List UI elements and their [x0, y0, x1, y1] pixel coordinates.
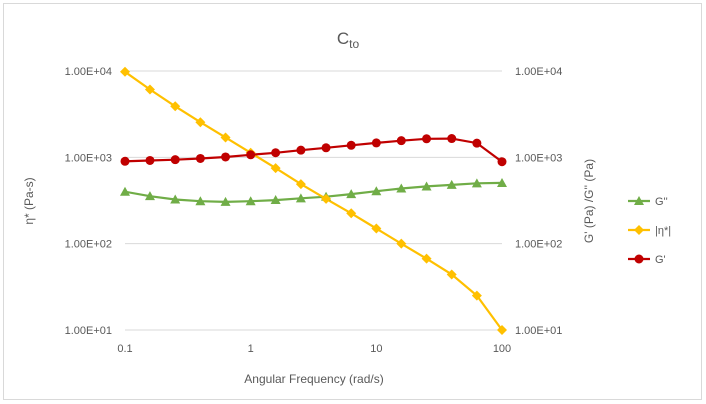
series-0-point-7 [295, 193, 306, 203]
series-line-1 [124, 70, 503, 331]
series-0-point-1 [144, 191, 155, 201]
series-1-point-12 [421, 253, 432, 264]
series-2-point-13 [447, 134, 457, 144]
series-2-point-9 [346, 140, 356, 150]
x-tick-label-1: 1 [248, 343, 254, 355]
legend-label-1: |η*| [655, 225, 671, 237]
series-0-point-11 [396, 183, 407, 193]
series-1-point-9 [346, 208, 357, 219]
y-tick-label-left-1: 1.00E+02 [65, 239, 112, 251]
series-1-point-4 [220, 132, 231, 143]
chart-frame [3, 3, 702, 400]
legend-marker-1 [634, 225, 644, 235]
tick-labels: 1.00E+01 1.00E+01 1.00E+02 1.00E+02 1.00E+03… [65, 66, 563, 355]
series-2-point-10 [371, 138, 381, 148]
series-0-point-6 [270, 195, 281, 205]
legend: G'' |η*| G' [628, 196, 671, 266]
series-0-point-4 [220, 196, 231, 206]
y-tick-label-right-1: 1.00E+02 [515, 239, 562, 251]
series-0-point-15 [497, 177, 507, 187]
y-tick-label-right-2: 1.00E+03 [515, 152, 562, 164]
y-axis-label-left: η* (Pa-s) [22, 177, 36, 224]
y-axis-label-right: G' (Pa) /G'' (Pa) [582, 159, 596, 243]
chart-title-main: C [337, 29, 349, 48]
x-tick-label-2: 10 [370, 343, 382, 355]
gridlines [125, 70, 502, 331]
series-2-point-12 [422, 134, 432, 144]
legend-label-0: G'' [655, 196, 668, 208]
series-1-point-14 [471, 290, 482, 301]
y-tick-label-left-2: 1.00E+03 [65, 152, 112, 164]
series-1-point-2 [170, 101, 181, 112]
chart-title-subscript: to [349, 37, 359, 51]
series-1-point-8 [321, 193, 332, 204]
series-2-point-7 [296, 145, 306, 155]
series-1-point-7 [295, 179, 306, 190]
series-2-point-4 [221, 152, 231, 162]
series-0-point-3 [195, 196, 206, 206]
series-1-point-10 [371, 223, 382, 234]
chart-title: Cto [337, 29, 360, 51]
series-0-point-10 [371, 186, 382, 196]
series-2-point-14 [472, 138, 482, 148]
series-2-point-0 [120, 156, 130, 166]
series-2-point-11 [396, 136, 406, 146]
series-1-point-6 [270, 163, 281, 174]
series-2-point-15 [497, 157, 507, 167]
series-line-2 [124, 137, 503, 163]
series-1-point-11 [396, 238, 407, 249]
series-2-point-3 [195, 153, 205, 163]
x-axis-label: Angular Frequency (rad/s) [244, 372, 383, 386]
x-tick-label-3: 100 [493, 343, 511, 355]
series-1-point-1 [144, 84, 155, 95]
series-0-point-12 [421, 181, 432, 191]
series-2-point-8 [321, 143, 331, 153]
series-markers [120, 66, 507, 335]
series-2-point-6 [271, 148, 281, 158]
x-tick-label-0: 0.1 [117, 343, 132, 355]
series-0-point-9 [346, 189, 357, 199]
legend-label-2: G' [655, 254, 666, 266]
legend-marker-2 [634, 254, 644, 264]
series-1-point-0 [120, 66, 130, 77]
series-2-point-5 [246, 150, 256, 160]
series-1-point-15 [497, 325, 507, 335]
series-1-point-13 [446, 269, 457, 280]
series-2-point-1 [145, 155, 155, 165]
y-tick-label-left-0: 1.00E+01 [65, 325, 112, 337]
y-tick-label-right-0: 1.00E+01 [515, 325, 562, 337]
y-tick-label-left-3: 1.00E+04 [65, 66, 112, 78]
series-2-point-2 [170, 155, 180, 165]
legend-marker-0 [634, 196, 644, 205]
series-0-point-13 [446, 179, 457, 189]
series-1-point-3 [195, 117, 206, 128]
series-0-point-0 [120, 186, 130, 196]
series-line-0 [124, 181, 503, 204]
series-0-point-2 [170, 194, 181, 204]
series-0-point-14 [471, 178, 482, 188]
y-tick-label-right-3: 1.00E+04 [515, 66, 562, 78]
series-0-point-5 [245, 196, 256, 206]
series-lines [124, 70, 503, 331]
